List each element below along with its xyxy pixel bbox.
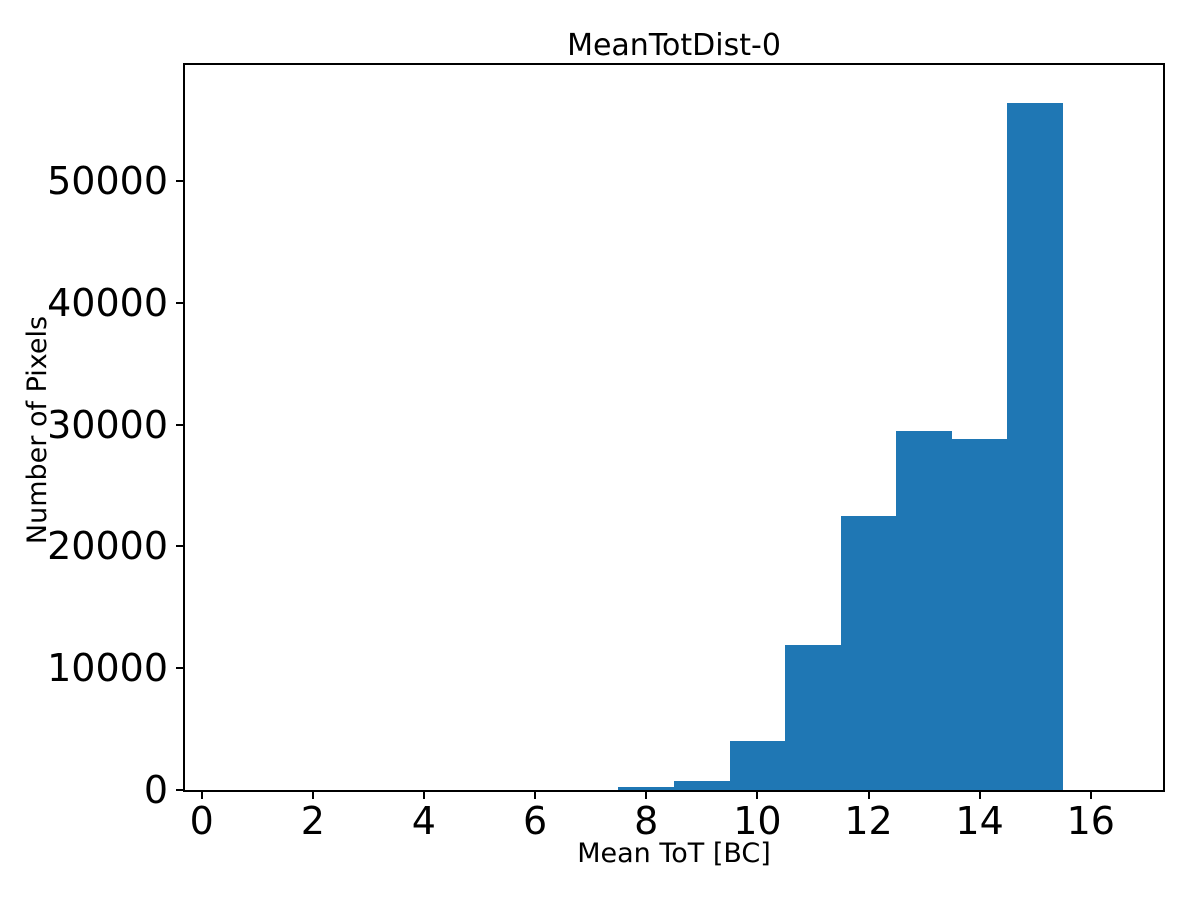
x-tick-mark bbox=[534, 792, 537, 799]
y-tick-label: 50000 bbox=[47, 158, 168, 203]
x-tick-label: 2 bbox=[300, 799, 325, 843]
y-tick-mark bbox=[176, 301, 183, 304]
x-axis-label: Mean ToT [BC] bbox=[577, 838, 771, 869]
x-tick-label: 6 bbox=[523, 799, 548, 843]
y-tick-label: 40000 bbox=[47, 280, 168, 325]
histogram-bar bbox=[618, 787, 674, 790]
x-tick-mark bbox=[311, 792, 314, 799]
y-tick-label: 20000 bbox=[47, 524, 168, 569]
x-tick-label: 12 bbox=[844, 799, 893, 843]
y-tick-mark bbox=[176, 179, 183, 182]
x-tick-mark bbox=[1089, 792, 1092, 799]
y-tick-mark bbox=[176, 667, 183, 670]
x-tick-mark bbox=[867, 792, 870, 799]
x-tick-label: 4 bbox=[411, 799, 436, 843]
histogram-bar bbox=[951, 439, 1008, 790]
x-tick-mark bbox=[422, 792, 425, 799]
y-tick-mark bbox=[176, 789, 183, 791]
histogram-bar bbox=[896, 430, 952, 790]
x-tick-label: 16 bbox=[1066, 799, 1115, 843]
histogram-bar bbox=[785, 645, 841, 790]
x-tick-label: 14 bbox=[955, 799, 1004, 843]
histogram-bar bbox=[729, 741, 786, 790]
x-tick-mark bbox=[756, 792, 759, 799]
x-tick-label: 0 bbox=[189, 799, 214, 843]
x-tick-mark bbox=[200, 792, 203, 799]
histogram-bar bbox=[1007, 102, 1063, 790]
y-tick-label: 10000 bbox=[47, 646, 168, 691]
chart-title: MeanTotDist-0 bbox=[567, 28, 781, 63]
histogram-bar bbox=[674, 780, 730, 790]
y-tick-label: 0 bbox=[143, 768, 168, 812]
x-tick-label: 10 bbox=[733, 799, 782, 843]
x-tick-label: 8 bbox=[634, 799, 659, 843]
x-tick-mark bbox=[978, 792, 981, 799]
y-tick-mark bbox=[176, 423, 183, 426]
y-tick-label: 30000 bbox=[47, 402, 168, 447]
x-tick-mark bbox=[645, 792, 648, 799]
y-tick-mark bbox=[176, 545, 183, 548]
histogram-bar bbox=[840, 515, 897, 790]
